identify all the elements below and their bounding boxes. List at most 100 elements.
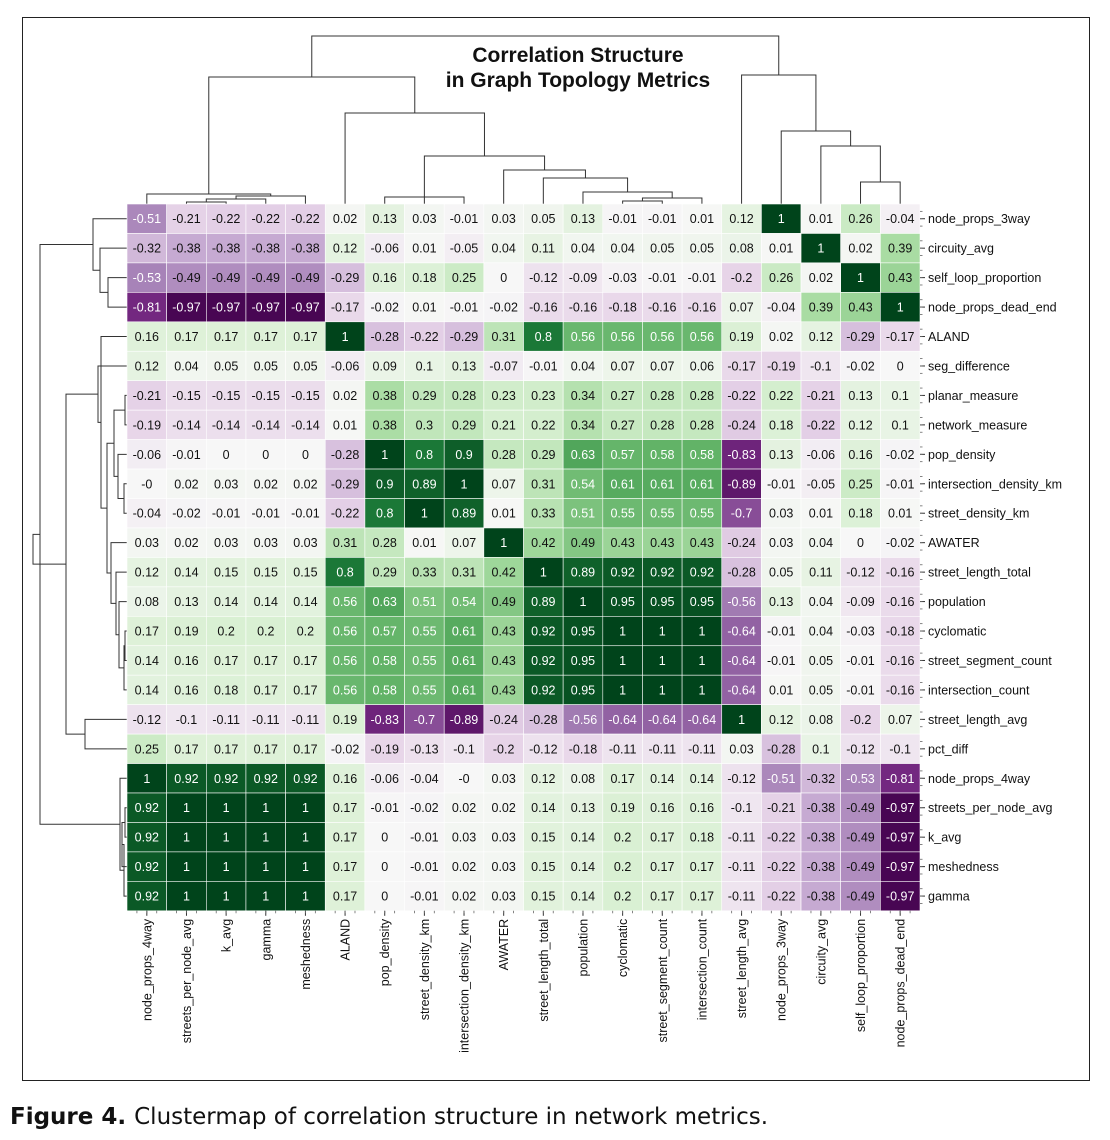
cell-value-label: 0.01: [690, 212, 714, 226]
cell-value-label: -0.18: [569, 742, 598, 756]
cell-value-label: 0.92: [135, 801, 159, 815]
cell-value-label: -0.01: [846, 683, 875, 697]
cell-value-label: 0.02: [452, 801, 476, 815]
chart-title-line-1: Correlation Structure: [472, 44, 683, 67]
heatmap-cell: [761, 645, 802, 676]
heatmap-cell: [721, 203, 762, 234]
cell-value-label: 0.18: [214, 683, 238, 697]
cell-value-label: 1: [421, 507, 428, 521]
cell-value-label: 0.02: [174, 536, 198, 550]
heatmap-cell: [364, 262, 405, 293]
cell-value-label: 0.58: [690, 448, 714, 462]
heatmap-cell: [523, 586, 564, 617]
heatmap-cell: [523, 763, 564, 794]
row-label: planar_measure: [928, 389, 1018, 403]
heatmap-cell: [364, 439, 405, 470]
cell-value-label: 0.05: [650, 242, 674, 256]
heatmap-cell: [483, 792, 524, 823]
cell-value-label: -0.38: [807, 860, 836, 874]
heatmap-cell: [483, 763, 524, 794]
cell-value-label: 0.17: [293, 683, 317, 697]
column-label: cyclomatic: [616, 919, 630, 977]
heatmap-cell: [642, 704, 683, 735]
cell-value-label: 0.08: [729, 242, 753, 256]
cell-value-label: 1: [223, 831, 230, 845]
heatmap-cell: [166, 468, 207, 499]
heatmap-cell: [166, 586, 207, 617]
heatmap-cell: [642, 733, 683, 764]
cell-value-label: -0.21: [807, 389, 836, 403]
dendrogram-link: [780, 130, 852, 204]
column-label: intersection_density_km: [458, 919, 472, 1053]
cell-value-label: -0.22: [331, 507, 360, 521]
heatmap-cell: [443, 792, 485, 823]
heatmap-cell: [562, 792, 604, 823]
cell-value-label: 1: [540, 566, 547, 580]
cell-value-label: -0.56: [569, 713, 598, 727]
cell-value-label: 0.15: [214, 566, 238, 580]
cell-value-label: 0.04: [809, 595, 833, 609]
cell-value-label: 0: [857, 536, 864, 550]
heatmap-cell: [126, 674, 167, 705]
chart-title-line-2: in Graph Topology Metrics: [446, 69, 710, 92]
heatmap-cell: [364, 586, 405, 617]
cell-value-label: 0.29: [531, 448, 555, 462]
heatmap-cell: [285, 350, 326, 382]
heatmap-cell: [245, 615, 286, 647]
cell-value-label: 0.17: [293, 654, 317, 668]
cell-value-label: 0.02: [769, 330, 793, 344]
cell-value-label: -0.16: [886, 683, 915, 697]
cell-value-label: 0.92: [135, 831, 159, 845]
heatmap-cell: [483, 527, 524, 558]
column-label: population: [576, 919, 590, 977]
cell-value-label: -0.06: [331, 359, 360, 373]
cell-value-label: -0.16: [886, 654, 915, 668]
heatmap-cell: [324, 733, 366, 764]
heatmap-cell: [562, 645, 604, 676]
heatmap-cell: [880, 380, 921, 411]
cell-value-label: -0.49: [172, 271, 201, 285]
cell-value-label: -0.02: [886, 448, 915, 462]
cell-value-label: 0.15: [531, 890, 555, 904]
cell-value-label: -0.01: [767, 625, 796, 639]
cell-value-label: 0.26: [848, 212, 872, 226]
cell-value-label: -0.89: [727, 477, 756, 491]
heatmap-cell: [364, 233, 405, 264]
cell-value-label: 0.12: [333, 242, 357, 256]
cell-value-label: -0.38: [212, 242, 241, 256]
heatmap-cell: [126, 498, 167, 529]
heatmap-cell: [880, 733, 921, 764]
heatmap-cell: [523, 733, 564, 764]
cell-value-label: 0.8: [416, 448, 433, 462]
dendrogram-link: [65, 393, 98, 735]
row-label: network_measure: [928, 418, 1027, 432]
cell-value-label: -0.02: [172, 507, 201, 521]
caption-label: Figure 4.: [10, 1104, 127, 1130]
cell-value-label: 0.61: [452, 625, 476, 639]
cell-value-label: -0.01: [252, 507, 281, 521]
heatmap-cell: [880, 409, 921, 440]
heatmap-cell: [721, 881, 762, 912]
cell-value-label: -0.22: [727, 389, 756, 403]
cell-value-label: -0.29: [846, 330, 875, 344]
dendrogram-link: [423, 155, 546, 194]
heatmap-cell: [483, 292, 524, 323]
column-label: street_segment_count: [656, 918, 670, 1042]
cell-value-label: -0.03: [846, 625, 875, 639]
cell-value-label: 0.14: [254, 595, 278, 609]
cell-value-label: 0.02: [492, 801, 516, 815]
column-label: intersection_count: [695, 918, 709, 1020]
cell-value-label: 1: [342, 330, 349, 344]
cell-value-label: 0.12: [135, 566, 159, 580]
cell-value-label: 0.12: [809, 330, 833, 344]
cell-value-label: -0.64: [608, 713, 637, 727]
dendrogram-link: [542, 177, 629, 204]
cell-value-label: 0.01: [333, 418, 357, 432]
cell-value-label: 0.92: [135, 860, 159, 874]
heatmap-cell: [642, 792, 683, 823]
heatmap-cell: [562, 498, 604, 529]
heatmap-cell: [562, 380, 604, 411]
heatmap-cell: [602, 704, 643, 735]
cell-value-label: 1: [262, 860, 269, 874]
cell-value-label: -0.32: [807, 772, 836, 786]
